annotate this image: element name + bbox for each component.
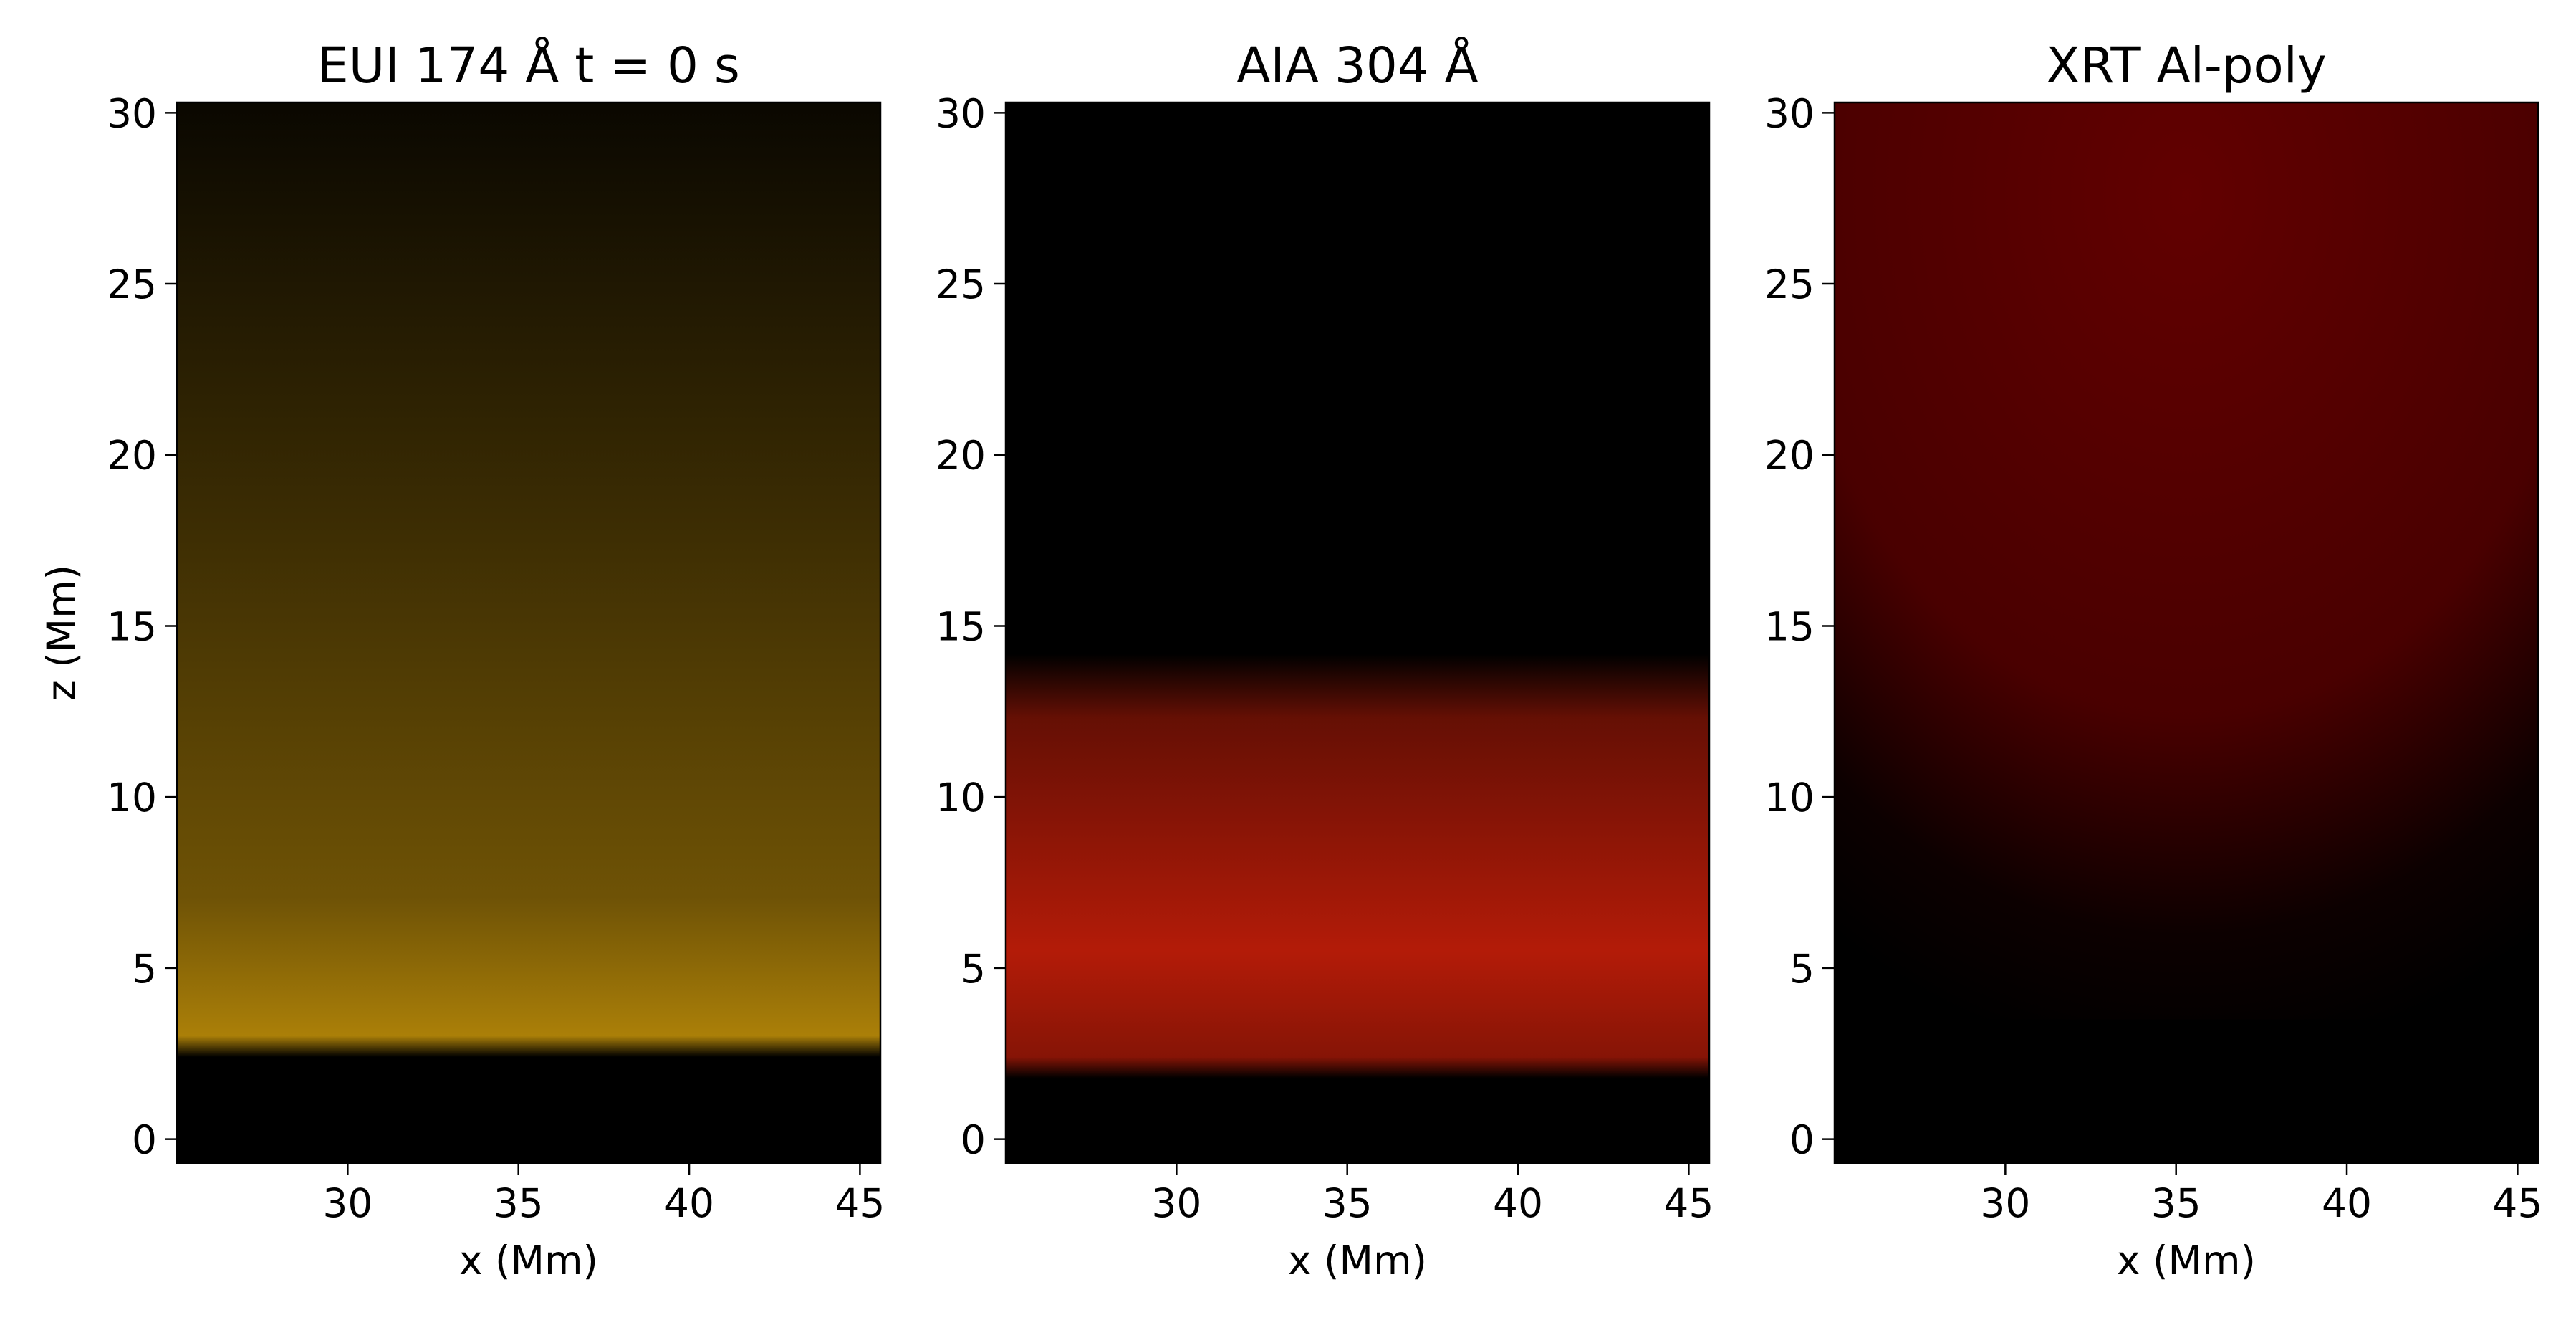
x-tick-label: 30 — [1980, 1180, 2030, 1226]
y-tick-label: 30 — [1764, 90, 1815, 136]
x-tick-label: 30 — [322, 1180, 373, 1226]
y-tick-label: 20 — [1764, 433, 1815, 479]
y-axis-label: z (Mm) — [39, 565, 85, 701]
axes-frame — [1004, 101, 1711, 1164]
y-tick-label: 15 — [936, 603, 986, 649]
y-tick-label: 25 — [936, 262, 986, 307]
x-axis-label: x (Mm) — [2117, 1238, 2256, 1283]
x-tick-label: 35 — [494, 1180, 544, 1226]
x-tick-label: 45 — [1663, 1180, 1714, 1226]
image-emission — [1835, 102, 2538, 1020]
axes-frame — [176, 101, 882, 1164]
x-tick-label: 40 — [664, 1180, 714, 1226]
y-tick-label: 5 — [961, 946, 986, 992]
x-tick-label: 45 — [2492, 1180, 2542, 1226]
x-tick-label: 35 — [2151, 1180, 2201, 1226]
y-tick-label: 15 — [107, 603, 157, 649]
y-tick-label: 20 — [107, 433, 157, 479]
y-tick-label: 10 — [107, 775, 157, 821]
panel-title: EUI 174 Å t = 0 s — [317, 36, 740, 95]
x-axis-label: x (Mm) — [1288, 1238, 1427, 1283]
y-tick-label: 30 — [936, 90, 986, 136]
x-tick-label: 40 — [1493, 1180, 1543, 1226]
y-tick-label: 30 — [107, 90, 157, 136]
image-emission — [1006, 102, 1709, 1163]
panel-title: XRT Al-poly — [2046, 37, 2327, 95]
y-tick-label: 10 — [1764, 775, 1815, 821]
x-tick-label: 30 — [1151, 1180, 1201, 1226]
panel-title: AIA 304 Å — [1236, 36, 1479, 95]
y-tick-label: 5 — [132, 946, 157, 992]
y-tick-label: 0 — [961, 1117, 986, 1163]
x-tick-label: 35 — [1322, 1180, 1373, 1226]
y-tick-label: 15 — [1764, 603, 1815, 649]
y-tick-label: 25 — [107, 262, 157, 307]
y-tick-label: 10 — [936, 775, 986, 821]
y-tick-label: 25 — [1764, 262, 1815, 307]
y-tick-label: 5 — [1789, 946, 1815, 992]
image-emission — [177, 102, 880, 1163]
y-tick-label: 0 — [1789, 1117, 1815, 1163]
x-axis-label: x (Mm) — [459, 1238, 598, 1283]
y-tick-label: 20 — [936, 433, 986, 479]
x-tick-label: 45 — [835, 1180, 885, 1226]
x-tick-label: 40 — [2322, 1180, 2372, 1226]
y-tick-label: 0 — [132, 1117, 157, 1163]
axes-frame — [1833, 101, 2539, 1164]
